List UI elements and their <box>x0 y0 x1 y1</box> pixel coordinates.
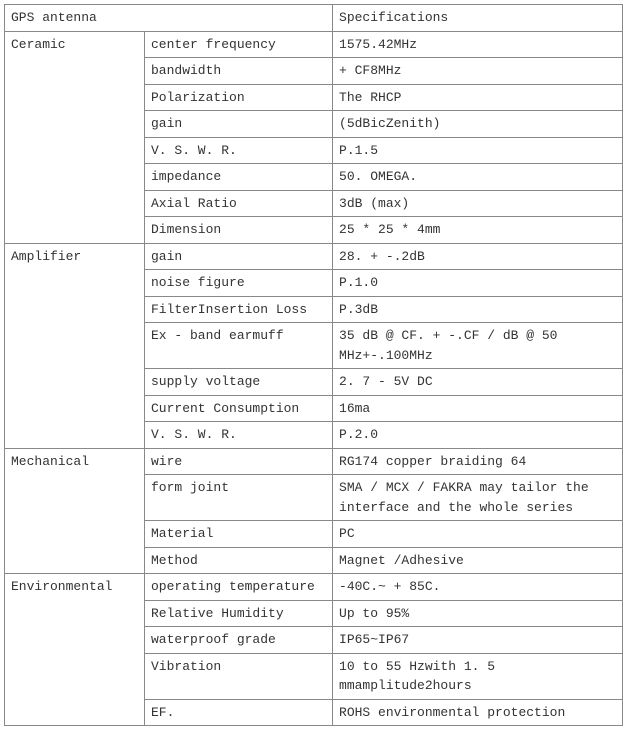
param-cell: supply voltage <box>145 369 333 396</box>
value-cell: 16ma <box>333 395 623 422</box>
value-cell: P.3dB <box>333 296 623 323</box>
param-cell: Material <box>145 521 333 548</box>
param-cell: Polarization <box>145 84 333 111</box>
value-cell: PC <box>333 521 623 548</box>
value-cell: ROHS environmental protection <box>333 699 623 726</box>
value-cell: -40C.~ + 85C. <box>333 574 623 601</box>
param-cell: Ex - band earmuff <box>145 323 333 369</box>
section-name: Ceramic <box>5 31 145 243</box>
spec-table: GPS antennaSpecificationsCeramiccenter f… <box>4 4 623 726</box>
param-cell: noise figure <box>145 270 333 297</box>
value-cell: + CF8MHz <box>333 58 623 85</box>
param-cell: Vibration <box>145 653 333 699</box>
param-cell: wire <box>145 448 333 475</box>
header-row: GPS antennaSpecifications <box>5 5 623 32</box>
value-cell: Magnet /Adhesive <box>333 547 623 574</box>
spec-table-body: GPS antennaSpecificationsCeramiccenter f… <box>5 5 623 726</box>
param-cell: center frequency <box>145 31 333 58</box>
value-cell: 35 dB @ CF. + -.CF / dB @ 50 MHz+-.100MH… <box>333 323 623 369</box>
value-cell: 1575.42MHz <box>333 31 623 58</box>
value-cell: 25 * 25 * 4mm <box>333 217 623 244</box>
header-right: Specifications <box>333 5 623 32</box>
param-cell: gain <box>145 243 333 270</box>
value-cell: 3dB (max) <box>333 190 623 217</box>
value-cell: P.1.5 <box>333 137 623 164</box>
value-cell: 28. + -.2dB <box>333 243 623 270</box>
value-cell: The RHCP <box>333 84 623 111</box>
param-cell: Current Consumption <box>145 395 333 422</box>
header-left: GPS antenna <box>5 5 333 32</box>
param-cell: Dimension <box>145 217 333 244</box>
param-cell: gain <box>145 111 333 138</box>
param-cell: Axial Ratio <box>145 190 333 217</box>
param-cell: operating temperature <box>145 574 333 601</box>
param-cell: V. S. W. R. <box>145 422 333 449</box>
section-name: Environmental <box>5 574 145 726</box>
section-name: Amplifier <box>5 243 145 448</box>
param-cell: Relative Humidity <box>145 600 333 627</box>
table-row: Ceramiccenter frequency1575.42MHz <box>5 31 623 58</box>
section-name: Mechanical <box>5 448 145 574</box>
value-cell: RG174 copper braiding 64 <box>333 448 623 475</box>
value-cell: 50. OMEGA. <box>333 164 623 191</box>
param-cell: bandwidth <box>145 58 333 85</box>
value-cell: 10 to 55 Hzwith 1. 5 mmamplitude2hours <box>333 653 623 699</box>
param-cell: waterproof grade <box>145 627 333 654</box>
param-cell: V. S. W. R. <box>145 137 333 164</box>
value-cell: Up to 95% <box>333 600 623 627</box>
table-row: Amplifiergain28. + -.2dB <box>5 243 623 270</box>
value-cell: P.1.0 <box>333 270 623 297</box>
param-cell: EF. <box>145 699 333 726</box>
param-cell: FilterInsertion Loss <box>145 296 333 323</box>
param-cell: Method <box>145 547 333 574</box>
value-cell: SMA / MCX / FAKRA may tailor the interfa… <box>333 475 623 521</box>
param-cell: form joint <box>145 475 333 521</box>
table-row: MechanicalwireRG174 copper braiding 64 <box>5 448 623 475</box>
value-cell: P.2.0 <box>333 422 623 449</box>
table-row: Environmentaloperating temperature-40C.~… <box>5 574 623 601</box>
param-cell: impedance <box>145 164 333 191</box>
value-cell: 2. 7 - 5V DC <box>333 369 623 396</box>
value-cell: IP65~IP67 <box>333 627 623 654</box>
value-cell: (5dBicZenith) <box>333 111 623 138</box>
